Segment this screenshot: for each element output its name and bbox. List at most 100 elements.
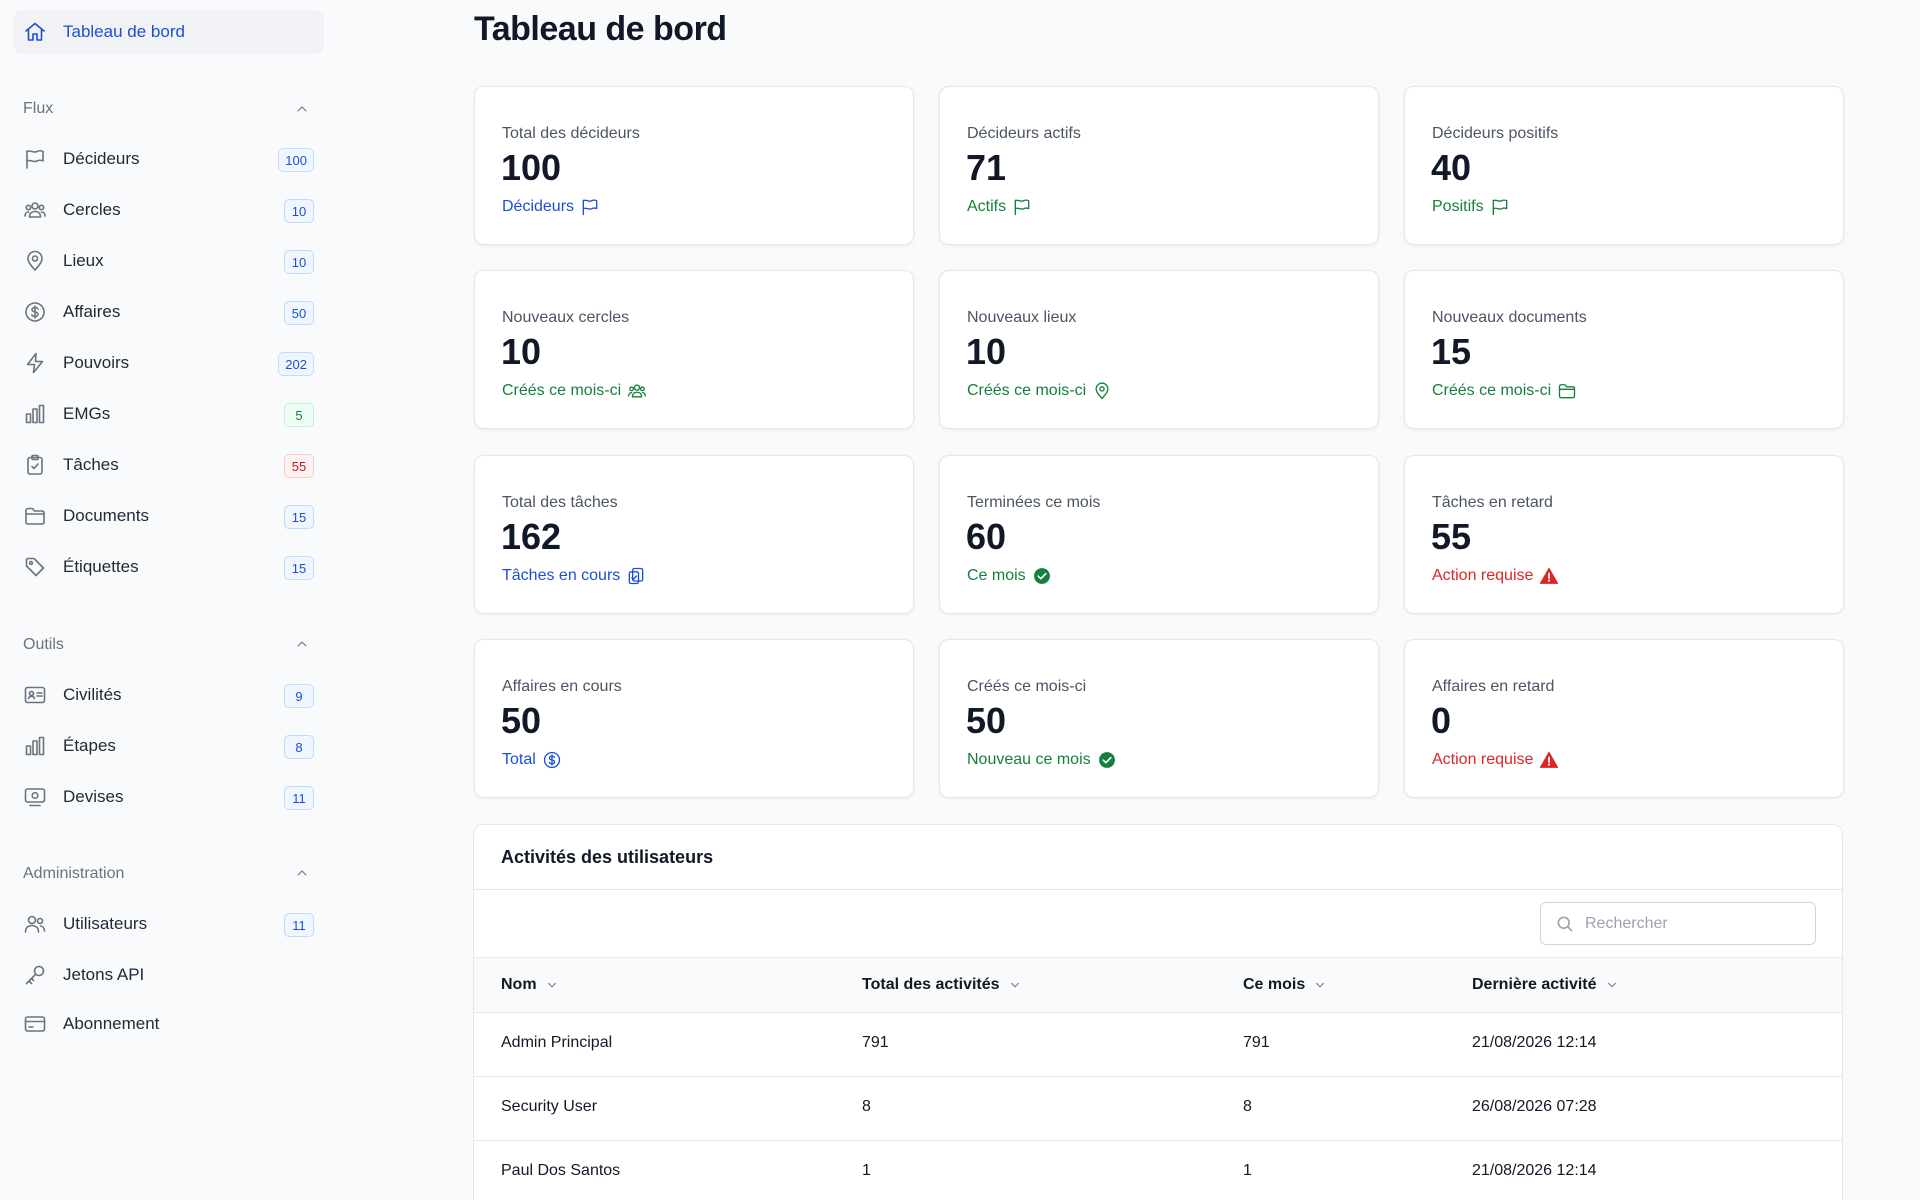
- stat-label: Terminées ce mois: [967, 494, 1101, 511]
- count-badge: 5: [284, 403, 314, 427]
- sidebar-item-1-2[interactable]: Devises 11: [14, 775, 324, 819]
- stat-label: Affaires en retard: [1432, 678, 1555, 695]
- table-cell: Admin Principal: [501, 1034, 613, 1051]
- stat-value: 60: [966, 516, 1007, 557]
- sidebar-item-1-0[interactable]: Civilités 9: [14, 673, 324, 717]
- sidebar-item-dashboard[interactable]: Tableau de bord: [14, 10, 324, 54]
- nav-icon: [23, 249, 47, 273]
- column-header-label: Dernière activité: [1472, 976, 1597, 993]
- users-group-icon: [628, 384, 647, 398]
- sidebar-item-0-2[interactable]: Lieux 10: [14, 239, 324, 283]
- sidebar-item-0-6[interactable]: Tâches 55: [14, 443, 324, 487]
- table-row[interactable]: Security User 8 8 26/08/2026 07:28: [474, 1077, 1842, 1141]
- stat-link[interactable]: Créés ce mois-ci: [967, 381, 1112, 401]
- table-row[interactable]: Paul Dos Santos 1 1 21/08/2026 12:14: [474, 1141, 1842, 1200]
- sidebar-item-0-0[interactable]: Décideurs 100: [14, 137, 324, 181]
- stat-link[interactable]: Décideurs: [502, 197, 600, 217]
- flag-icon: [26, 149, 44, 169]
- stat-value: 50: [966, 700, 1007, 741]
- nav-icon: [23, 147, 47, 171]
- stat-label: Décideurs actifs: [967, 125, 1081, 142]
- stat-link[interactable]: Tâches en cours: [502, 566, 646, 586]
- stat-card: Affaires en cours 50 Total: [474, 639, 914, 798]
- sidebar-item-label: Civilités: [63, 685, 122, 704]
- dollar-circle-icon: [543, 751, 560, 769]
- stat-sub-label: Nouveau ce mois: [967, 751, 1091, 768]
- column-header-label: Nom: [501, 976, 537, 993]
- section-title-0: Flux: [23, 100, 54, 117]
- stat-link[interactable]: Ce mois: [967, 566, 1052, 586]
- stat-value: 40: [1431, 147, 1472, 188]
- count-badge: 50: [284, 301, 314, 325]
- sidebar-item-label: Devises: [63, 787, 124, 806]
- home-icon: [25, 22, 45, 41]
- stat-card: Décideurs actifs 71 Actifs: [939, 86, 1379, 245]
- sidebar-item-label: Cercles: [63, 200, 121, 219]
- sidebar-item-0-3[interactable]: Affaires 50: [14, 290, 324, 334]
- stat-link[interactable]: Action requise: [1432, 566, 1559, 586]
- sidebar-item-2-1[interactable]: Jetons API: [14, 953, 324, 997]
- sidebar-item-0-7[interactable]: Documents 15: [14, 494, 324, 538]
- stat-value: 50: [501, 700, 542, 741]
- nav-icon: [23, 198, 47, 222]
- sidebar-item-label: Abonnement: [63, 1014, 160, 1033]
- stat-link[interactable]: Créés ce mois-ci: [502, 381, 647, 401]
- chevron-down-icon: [547, 982, 556, 988]
- sidebar-item-2-0[interactable]: Utilisateurs 11: [14, 902, 324, 946]
- id-card-icon: [24, 686, 46, 704]
- nav-icon: [23, 504, 47, 528]
- search-input[interactable]: [1585, 911, 1805, 937]
- nav-icon: [23, 912, 47, 936]
- count-badge: 55: [284, 454, 314, 478]
- stat-link[interactable]: Total: [502, 750, 562, 770]
- stat-value: 55: [1431, 516, 1472, 557]
- sidebar: Tableau de bord Flux Décideurs 100 Cercl…: [0, 0, 334, 1200]
- user-activities-panel: Activités des utilisateurs Nom Total des…: [473, 824, 1843, 1200]
- stat-link[interactable]: Nouveau ce mois: [967, 750, 1117, 770]
- sidebar-item-0-8[interactable]: Étiquettes 15: [14, 545, 324, 589]
- stat-link[interactable]: Actifs: [967, 197, 1032, 217]
- stat-label: Décideurs positifs: [1432, 125, 1559, 142]
- stat-sub-label: Positifs: [1432, 198, 1484, 215]
- search-box[interactable]: [1540, 902, 1816, 945]
- nav-icon: [23, 555, 47, 579]
- home-icon-wrap: [23, 20, 47, 44]
- stat-sub-label: Actifs: [967, 198, 1007, 215]
- chevron-up-icon: [297, 641, 307, 647]
- column-header-sort[interactable]: Nom: [501, 976, 559, 994]
- activities-title: Activités des utilisateurs: [501, 847, 714, 867]
- sidebar-item-0-5[interactable]: EMGs 5: [14, 392, 324, 436]
- sidebar-item-label: Documents: [63, 506, 149, 525]
- clipboard-copy-icon: [628, 567, 644, 585]
- table-cell: 8: [862, 1098, 871, 1115]
- check-circle-icon: [1033, 568, 1050, 584]
- table-cell: 791: [862, 1034, 889, 1051]
- collapse-section-button[interactable]: [294, 865, 310, 881]
- column-header-label: Ce mois: [1243, 976, 1306, 993]
- stat-card: Nouveaux lieux 10 Créés ce mois-ci: [939, 270, 1379, 429]
- count-badge: 15: [284, 556, 314, 580]
- sidebar-item-label: EMGs: [63, 404, 111, 423]
- collapse-section-button[interactable]: [294, 636, 310, 652]
- column-header-sort[interactable]: Dernière activité: [1472, 976, 1619, 994]
- nav-icon: [23, 300, 47, 324]
- folder-icon: [25, 507, 45, 525]
- table-row[interactable]: Admin Principal 791 791 21/08/2026 12:14: [474, 1013, 1842, 1077]
- collapse-section-button[interactable]: [294, 101, 310, 117]
- stat-sub-label: Tâches en cours: [502, 567, 621, 584]
- count-badge: 10: [284, 199, 314, 223]
- stat-value: 15: [1431, 331, 1472, 372]
- column-header-sort[interactable]: Ce mois: [1243, 976, 1327, 994]
- stat-link[interactable]: Créés ce mois-ci: [1432, 381, 1577, 401]
- warning-triangle-icon: [1540, 567, 1559, 584]
- stat-sub-label: Action requise: [1432, 567, 1534, 584]
- dollar-circle-icon: [25, 302, 45, 322]
- nav-icon: [23, 785, 47, 809]
- column-header-sort[interactable]: Total des activités: [862, 976, 1022, 994]
- sidebar-item-2-2[interactable]: Abonnement: [14, 1002, 324, 1046]
- sidebar-item-0-1[interactable]: Cercles 10: [14, 188, 324, 232]
- stat-link[interactable]: Positifs: [1432, 197, 1510, 217]
- stat-link[interactable]: Action requise: [1432, 750, 1559, 770]
- sidebar-item-0-4[interactable]: Pouvoirs 202: [14, 341, 324, 385]
- sidebar-item-1-1[interactable]: Étapes 8: [14, 724, 324, 768]
